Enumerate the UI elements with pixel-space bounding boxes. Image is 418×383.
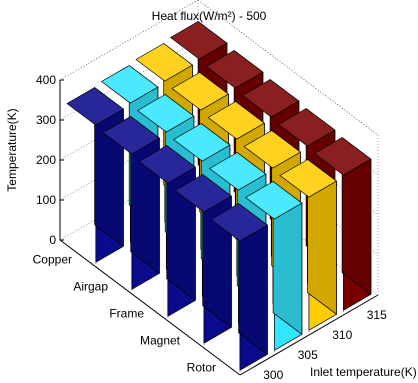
floor-left-edge [59,239,241,376]
bar-top-face [135,43,193,82]
y-tick-label: Rotor [187,361,216,375]
y-tick-label: Frame [109,307,144,321]
bar-top-face [206,50,264,89]
z-tick-label: 100 [36,193,56,207]
bar-top-face [242,79,300,118]
x-tick-label: 300 [263,368,283,382]
bar-top-face [138,145,196,184]
chart-title: Heat flux(W/m²) - 500 [152,9,267,23]
x-axis-label: Inlet temperature(K) [310,365,417,379]
bar-305-rotor [245,181,303,351]
bar-top-face [245,181,303,220]
bar-top-face [101,65,159,104]
bars [66,21,372,371]
y-tick-label: Copper [33,253,72,267]
bar-top-face [174,174,232,213]
y-tick-label: Magnet [140,334,181,348]
x-tick-label: 315 [367,308,387,322]
z-tick-label: 200 [36,153,56,167]
bar-top-face [314,137,372,176]
bar-top-face [243,130,301,169]
x-tick-label: 305 [298,348,318,362]
bar-300-copper [66,87,124,263]
bar-310-rotor [279,159,337,331]
bar-315-rotor [314,137,372,311]
bar-top-face [137,94,195,133]
x-tick-label: 310 [332,328,352,342]
z-tick-label: 0 [49,233,56,247]
z-gridline-back-wall [59,0,199,81]
bar-top-face [102,116,160,155]
bar-top-face [171,72,229,111]
z-tick-label: 300 [36,113,56,127]
bar-300-rotor [210,203,268,371]
bar-top-face [210,203,268,242]
bar-top-face [66,87,124,126]
bar-top-face [209,152,267,191]
bar-top-face [279,159,337,198]
bar-top-face [207,101,265,140]
z-tick-label: 400 [36,73,56,87]
bar-top-face [173,123,231,162]
y-tick-label: Airgap [73,280,108,294]
z-axis-label: Temperature(K) [5,108,19,191]
bar-top-face [170,21,228,60]
bar-top-face [278,108,336,147]
